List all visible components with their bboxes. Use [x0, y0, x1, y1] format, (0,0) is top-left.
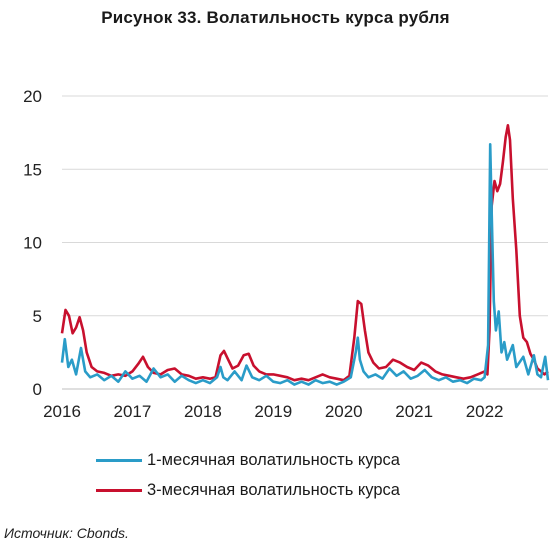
legend-swatch-1m	[96, 458, 142, 462]
y-tick-0: 0	[33, 380, 42, 399]
y-tick-20: 20	[23, 87, 42, 106]
y-axis-tick-labels: 0 5 10 15 20	[23, 87, 42, 399]
x-tick-2016: 2016	[43, 402, 81, 421]
x-axis-tick-labels: 2016 2017 2018 2019 2020 2021 2022	[43, 402, 503, 421]
y-tick-5: 5	[33, 307, 42, 326]
series-line-3m	[60, 124, 549, 382]
legend-swatch-3m	[96, 488, 142, 492]
x-tick-2021: 2021	[395, 402, 433, 421]
series-lines	[60, 124, 550, 386]
legend: 1-месячная волатильность курса 3-месячна…	[96, 445, 400, 505]
gridlines	[62, 95, 548, 317]
y-tick-15: 15	[23, 160, 42, 179]
legend-label-1m: 1-месячная волатильность курса	[147, 450, 400, 469]
x-tick-2018: 2018	[184, 402, 222, 421]
source-note: Источник: Cbonds.	[4, 525, 129, 541]
x-tick-2019: 2019	[254, 402, 292, 421]
series-line-1m	[60, 143, 550, 386]
y-tick-10: 10	[23, 234, 42, 253]
chart-title: Рисунок 33. Волатильность курса рубля	[101, 8, 450, 27]
legend-item-1m: 1-месячная волатильность курса	[96, 445, 400, 475]
x-tick-2017: 2017	[114, 402, 152, 421]
x-tick-2020: 2020	[325, 402, 363, 421]
x-tick-2022: 2022	[466, 402, 504, 421]
legend-item-3m: 3-месячная волатильность курса	[96, 475, 400, 505]
legend-label-3m: 3-месячная волатильность курса	[147, 480, 400, 499]
